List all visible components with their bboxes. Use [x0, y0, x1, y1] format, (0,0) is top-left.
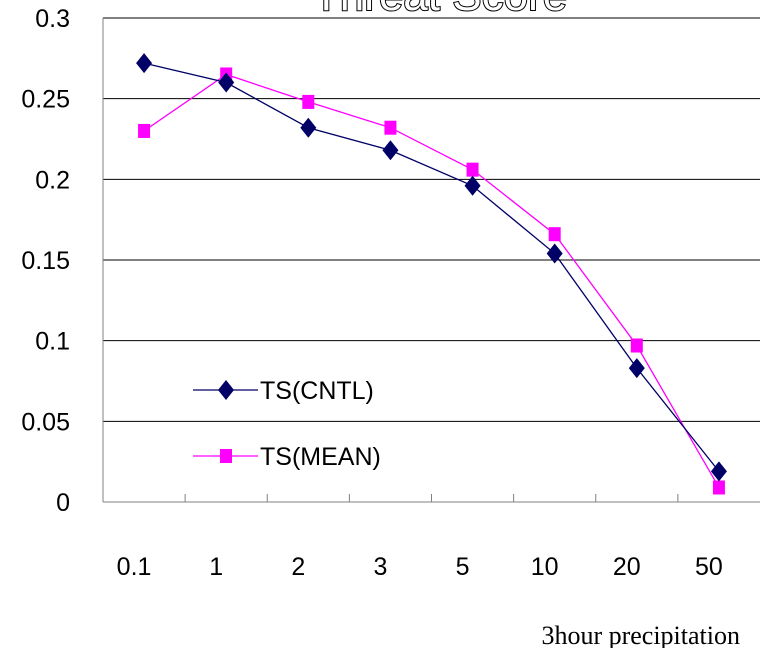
data-point: [136, 53, 153, 74]
x-tick-label: 0.1: [117, 553, 152, 581]
y-tick-label: 0.1: [35, 328, 70, 356]
data-point: [712, 480, 725, 495]
x-tick-label: 10: [531, 553, 559, 581]
data-point: [710, 461, 727, 482]
x-tick-label: 5: [456, 553, 470, 581]
x-tick-label: 50: [695, 553, 723, 581]
data-point: [300, 117, 317, 138]
y-tick-label: 0.05: [21, 408, 70, 436]
data-point: [630, 338, 643, 353]
data-point: [384, 120, 397, 135]
data-point: [464, 175, 481, 196]
legend: TS(CNTL) TS(MEAN): [193, 377, 381, 471]
x-axis: [102, 18, 760, 503]
y-tick-label: 0.15: [21, 247, 70, 275]
legend-marker: [220, 449, 232, 463]
x-axis-ticks: 0.1 1 2 3 5 10 20 50: [117, 553, 723, 581]
chart-title: Threat Score: [313, 0, 567, 20]
y-axis-ticks: 0 0.05 0.1 0.15 0.2 0.25 0.3: [21, 5, 70, 517]
y-tick-label: 0.25: [21, 86, 70, 114]
data-point: [466, 162, 479, 177]
legend-marker: [218, 380, 234, 400]
x-tick-label: 3: [373, 553, 387, 581]
x-tick-label: 1: [209, 553, 223, 581]
data-point: [218, 72, 235, 93]
x-tick-label: 2: [291, 553, 305, 581]
gridlines: [103, 17, 760, 422]
series-ts-cntl: [136, 53, 727, 482]
data-point: [546, 243, 563, 264]
x-tick-label: 20: [613, 553, 641, 581]
y-tick-label: 0.3: [35, 5, 70, 33]
data-point: [382, 140, 399, 161]
series-line: [143, 73, 720, 488]
x-axis-label: 3hour precipitation: [541, 621, 740, 648]
data-point: [628, 358, 645, 379]
legend-label: TS(CNTL): [260, 377, 374, 405]
data-point: [138, 123, 151, 138]
data-point: [302, 94, 315, 109]
series-ts-mean: [138, 67, 725, 495]
legend-label: TS(MEAN): [260, 443, 381, 471]
series-line: [143, 62, 720, 472]
data-point: [548, 227, 561, 242]
y-tick-label: 0: [56, 489, 70, 517]
series-layer: [136, 53, 727, 495]
y-tick-label: 0.2: [35, 166, 70, 194]
